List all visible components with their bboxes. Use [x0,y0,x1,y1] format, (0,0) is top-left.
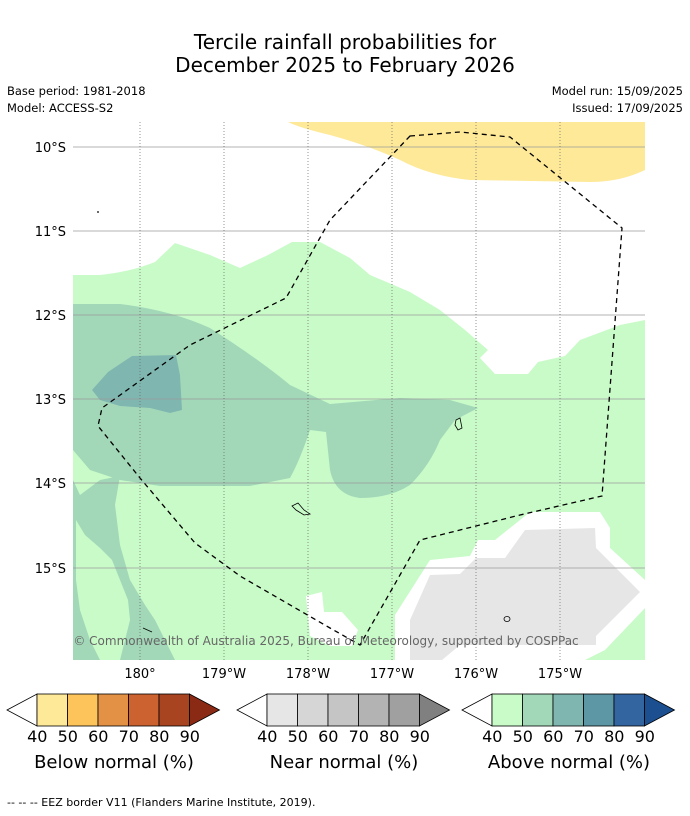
white-patch-south [306,592,358,646]
tick-label: 50 [287,727,308,746]
colorbar-below-low-arrow [6,693,38,727]
model-run: Model run: 15/09/2025 [551,84,683,98]
colorbar-below-cell [36,693,68,727]
colorbar-near-cell [358,693,390,727]
lon-label: 180° [124,667,155,682]
colorbar-above-cell [522,693,554,727]
tick-label: 50 [512,727,533,746]
colorbar-above-cell [613,693,645,727]
eez-border [97,131,623,646]
colorbar-above-cell [583,693,615,727]
title-line-2: December 2025 to February 2026 [175,53,515,77]
island-outline [503,616,511,622]
map-plot-area [73,122,645,660]
colorbar-above-cell [552,693,584,727]
eez-footnote: -- -- -- EEZ border V11 (Flanders Marine… [7,796,316,809]
lon-label: 176°W [454,667,498,682]
tick-label: 60 [88,727,109,746]
model-name: Model: ACCESS-S2 [7,101,114,115]
tick-label: 60 [318,727,339,746]
colorbar-near-low-arrow [236,693,268,727]
colorbar-near-cell [297,693,329,727]
tick-label: 50 [57,727,78,746]
chart-title: Tercile rainfall probabilities for Decem… [0,31,690,77]
issued-date: Issued: 17/09/2025 [572,101,683,115]
tick-label: 40 [27,727,48,746]
tick-label: 70 [348,727,369,746]
tick-label: 80 [604,727,625,746]
lat-label: 10°S [35,141,66,156]
above-normal-50-region [73,304,478,498]
colorbars [6,693,676,727]
longitude-labels: 180° 179°W 178°W 177°W 176°W 175°W [124,667,582,682]
colorbar-near-high-arrow [419,693,451,727]
colorbar-below-ticks: 40 50 60 70 80 90 [22,727,205,746]
island-outline [142,627,153,633]
tick-label: 40 [482,727,503,746]
near-normal-40-region [410,528,640,660]
island-outline [454,417,463,431]
island-outline [291,502,312,516]
tick-label: 70 [118,727,139,746]
model-info: Base period: 1981-2018 Model: ACCESS-S2 [7,83,146,117]
island-dot [97,211,99,213]
colorbar-below-cell [158,693,190,727]
below-normal-region [288,122,645,182]
colorbar-below-cell [97,693,129,727]
tick-label: 90 [409,727,430,746]
tick-label: 60 [543,727,564,746]
colorbar-above-ticks: 40 50 60 70 80 90 [477,727,660,746]
lon-label: 177°W [370,667,414,682]
base-period: Base period: 1981-2018 [7,84,146,98]
tick-label: 90 [634,727,655,746]
colorbar-below-cell [128,693,160,727]
colorbar-near-cell [266,693,298,727]
colorbar-near-cell [327,693,359,727]
title-line-1: Tercile rainfall probabilities for [193,30,497,54]
above-normal-40-strip [76,520,130,660]
colorbar-below-title: Below normal (%) [34,752,194,773]
tick-label: 40 [257,727,278,746]
latitude-labels: 10°S 11°S 12°S 13°S 14°S 15°S [35,141,66,577]
map-grid [73,122,645,660]
colorbar-near-ticks: 40 50 60 70 80 90 [252,727,435,746]
lon-label: 175°W [538,667,582,682]
tick-label: 70 [573,727,594,746]
lat-label: 12°S [35,309,66,324]
colorbar-above-title: Above normal (%) [487,752,651,773]
colorbar-above-low-arrow [461,693,493,727]
lat-label: 13°S [35,393,66,408]
colorbar-near-cell [388,693,420,727]
tick-label: 90 [179,727,200,746]
lon-label: 178°W [286,667,330,682]
colorbar-below-high-arrow [189,693,221,727]
lat-label: 14°S [35,477,66,492]
colorbar-below-cell [67,693,99,727]
colorbar-near-title: Near normal (%) [269,752,419,773]
copyright-text: © Commonwealth of Australia 2025, Bureau… [73,634,578,648]
tick-label: 80 [149,727,170,746]
tick-label: 80 [379,727,400,746]
colorbar-above-cell [491,693,523,727]
lat-label: 11°S [35,225,66,240]
colorbar-above-high-arrow [644,693,676,727]
lon-label: 179°W [202,667,246,682]
lat-label: 15°S [35,562,66,577]
run-info: Model run: 15/09/2025 Issued: 17/09/2025 [552,83,683,117]
